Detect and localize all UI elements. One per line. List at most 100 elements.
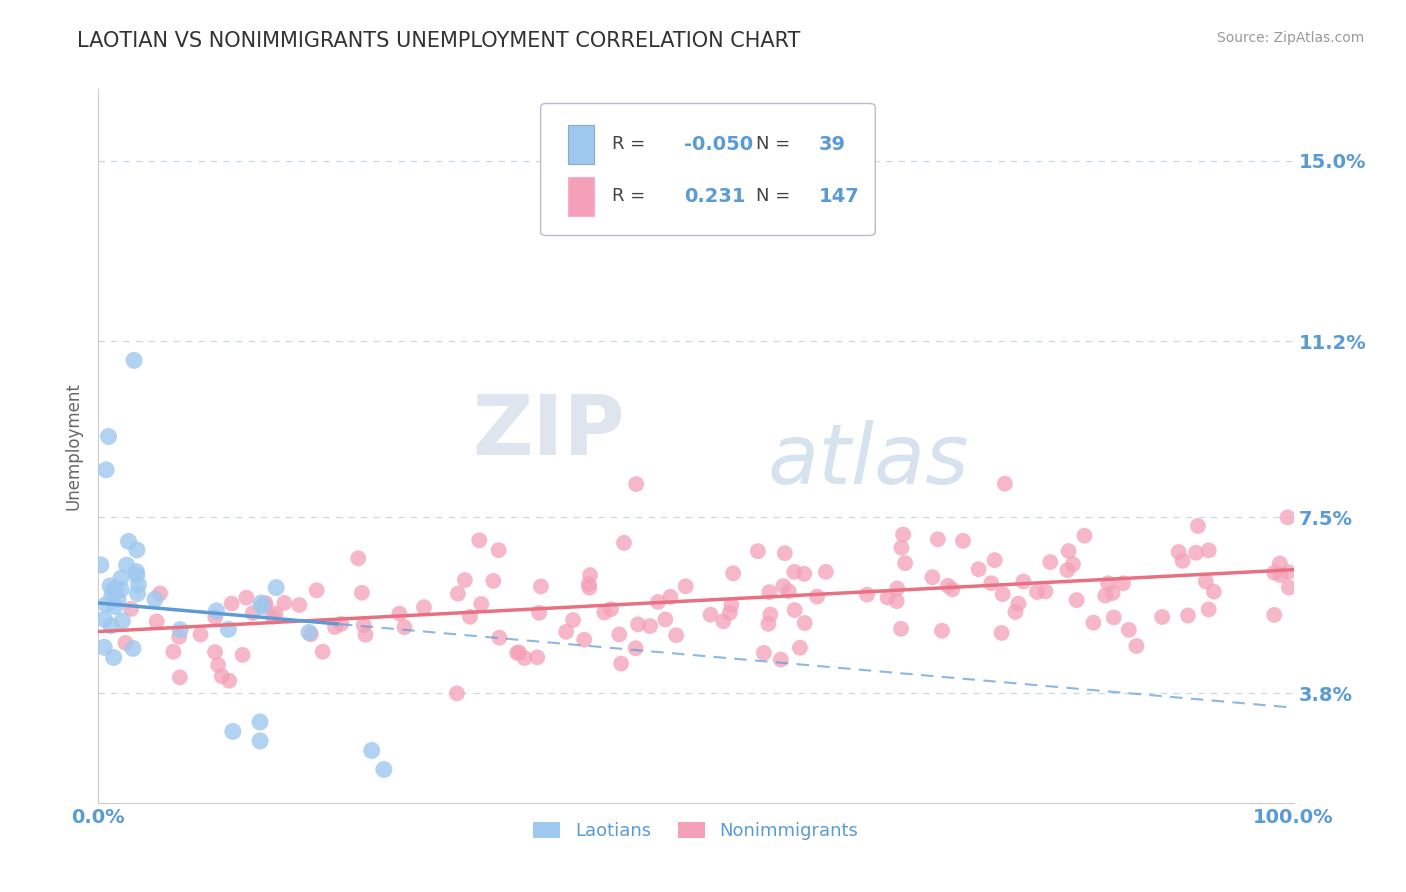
Point xyxy=(773,546,796,560)
Point xyxy=(1039,555,1062,569)
Point xyxy=(94,463,117,477)
Point xyxy=(876,591,898,605)
Point xyxy=(720,598,742,612)
Point xyxy=(967,562,990,576)
Point xyxy=(115,558,138,573)
Point xyxy=(125,568,148,582)
Point xyxy=(758,585,780,599)
Text: -0.050: -0.050 xyxy=(685,135,754,153)
FancyBboxPatch shape xyxy=(568,177,595,216)
Point xyxy=(145,615,167,629)
Point xyxy=(264,607,287,621)
Point xyxy=(756,616,779,631)
Point xyxy=(249,714,271,729)
Point xyxy=(242,606,264,620)
Point xyxy=(983,553,1005,567)
Point xyxy=(1278,581,1301,595)
Point xyxy=(980,576,1002,591)
Point xyxy=(1198,602,1220,616)
Point xyxy=(222,724,245,739)
Point xyxy=(1177,608,1199,623)
Point xyxy=(125,565,148,579)
Point xyxy=(1057,544,1080,558)
Point xyxy=(204,610,226,624)
Point xyxy=(413,600,436,615)
Point xyxy=(530,579,553,593)
Point xyxy=(96,598,118,612)
Text: 39: 39 xyxy=(820,135,846,153)
Point xyxy=(125,543,148,558)
Point xyxy=(488,631,510,645)
Point xyxy=(117,534,139,549)
Point xyxy=(600,602,623,616)
Point xyxy=(288,598,311,612)
Point xyxy=(204,645,226,659)
Point xyxy=(747,544,769,558)
Point xyxy=(886,582,908,596)
Point xyxy=(454,573,477,587)
Point xyxy=(143,592,166,607)
Point xyxy=(250,596,273,610)
Point xyxy=(103,582,125,597)
Point xyxy=(783,603,806,617)
Point xyxy=(654,612,676,626)
Point xyxy=(470,597,492,611)
Point xyxy=(350,586,373,600)
Point xyxy=(527,606,550,620)
Point xyxy=(886,594,908,608)
Point xyxy=(104,582,127,596)
Point xyxy=(264,581,287,595)
Point xyxy=(103,650,125,665)
Point xyxy=(607,627,630,641)
Point xyxy=(711,614,734,628)
Text: Source: ZipAtlas.com: Source: ZipAtlas.com xyxy=(1216,31,1364,45)
Point xyxy=(111,614,134,628)
Point xyxy=(783,565,806,579)
Point xyxy=(353,618,375,632)
FancyBboxPatch shape xyxy=(568,125,595,164)
Legend: Laotians, Nonimmigrants: Laotians, Nonimmigrants xyxy=(526,814,866,847)
Point xyxy=(1263,607,1285,622)
Text: N =: N = xyxy=(756,136,796,153)
Point xyxy=(217,623,239,637)
Point xyxy=(249,734,271,748)
Point xyxy=(488,543,510,558)
Point xyxy=(1198,543,1220,558)
Point xyxy=(793,615,815,630)
Point xyxy=(1118,623,1140,637)
Point xyxy=(468,533,491,548)
Point xyxy=(104,599,127,614)
Point xyxy=(941,582,963,597)
Point xyxy=(114,636,136,650)
Point xyxy=(952,533,974,548)
Point xyxy=(1277,510,1299,524)
Point xyxy=(627,617,650,632)
Point xyxy=(1004,605,1026,619)
Point xyxy=(162,645,184,659)
Point xyxy=(778,584,800,599)
Point xyxy=(1268,557,1291,571)
Point xyxy=(789,640,811,655)
Point xyxy=(253,598,276,612)
Point xyxy=(624,641,647,656)
Point xyxy=(205,604,228,618)
Point xyxy=(574,632,596,647)
Point xyxy=(235,591,257,605)
Text: LAOTIAN VS NONIMMIGRANTS UNEMPLOYMENT CORRELATION CHART: LAOTIAN VS NONIMMIGRANTS UNEMPLOYMENT CO… xyxy=(77,31,800,51)
Point xyxy=(122,641,145,656)
Point xyxy=(388,607,411,621)
Point xyxy=(1101,586,1123,600)
Y-axis label: Unemployment: Unemployment xyxy=(65,382,83,510)
Point xyxy=(931,624,953,638)
Point xyxy=(447,587,470,601)
Point xyxy=(149,586,172,600)
Point xyxy=(814,565,837,579)
Point xyxy=(120,602,142,616)
Point xyxy=(769,652,792,666)
Point xyxy=(626,477,648,491)
Point xyxy=(890,622,912,636)
Point xyxy=(578,581,600,595)
Point xyxy=(991,587,1014,601)
Point xyxy=(127,586,149,600)
Point xyxy=(647,595,669,609)
